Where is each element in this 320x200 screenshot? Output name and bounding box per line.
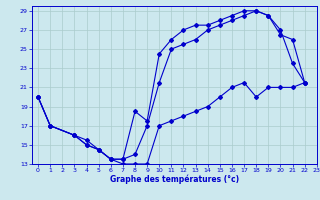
X-axis label: Graphe des températures (°c): Graphe des températures (°c) xyxy=(110,175,239,184)
